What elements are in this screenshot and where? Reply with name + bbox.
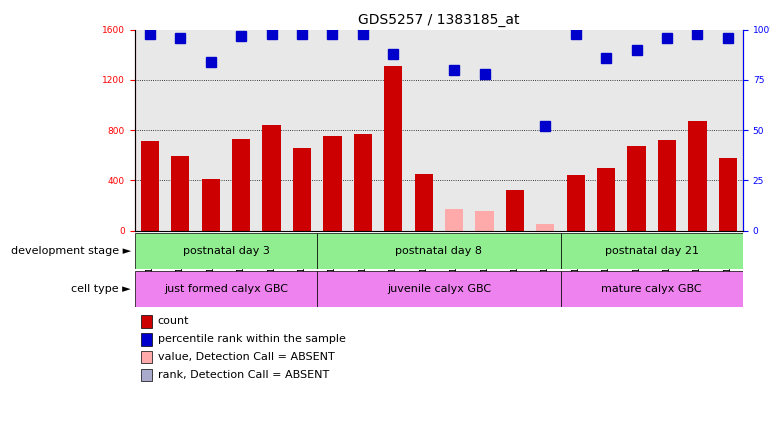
Bar: [135, 233, 317, 269]
Bar: [658, 140, 676, 231]
Text: just formed calyx GBC: just formed calyx GBC: [164, 284, 288, 294]
Text: development stage ►: development stage ►: [11, 246, 131, 255]
Bar: [202, 179, 220, 231]
Bar: [141, 315, 152, 327]
Text: percentile rank within the sample: percentile rank within the sample: [158, 334, 346, 344]
Title: GDS5257 / 1383185_at: GDS5257 / 1383185_at: [358, 13, 520, 27]
Bar: [141, 368, 152, 382]
Bar: [384, 66, 403, 231]
Bar: [718, 158, 737, 231]
Bar: [323, 136, 342, 231]
Bar: [317, 233, 561, 269]
Bar: [353, 134, 372, 231]
Bar: [263, 125, 281, 231]
Text: value, Detection Call = ABSENT: value, Detection Call = ABSENT: [158, 352, 335, 362]
Bar: [536, 224, 554, 231]
Bar: [597, 168, 615, 231]
Text: postnatal day 8: postnatal day 8: [396, 246, 482, 255]
Text: cell type ►: cell type ►: [72, 284, 131, 294]
Bar: [445, 209, 464, 231]
Bar: [141, 351, 152, 363]
Bar: [317, 271, 561, 307]
Text: count: count: [158, 316, 189, 326]
Bar: [135, 271, 317, 307]
Text: postnatal day 21: postnatal day 21: [604, 246, 699, 255]
Text: mature calyx GBC: mature calyx GBC: [601, 284, 702, 294]
Bar: [567, 175, 585, 231]
Text: postnatal day 3: postnatal day 3: [182, 246, 270, 255]
Bar: [171, 157, 189, 231]
Bar: [414, 174, 433, 231]
Bar: [293, 148, 311, 231]
Bar: [141, 141, 159, 231]
Bar: [475, 211, 494, 231]
Bar: [561, 271, 743, 307]
Text: juvenile calyx GBC: juvenile calyx GBC: [387, 284, 491, 294]
Bar: [506, 190, 524, 231]
Bar: [232, 139, 250, 231]
Text: rank, Detection Call = ABSENT: rank, Detection Call = ABSENT: [158, 370, 329, 380]
Bar: [561, 233, 743, 269]
Bar: [141, 332, 152, 346]
Bar: [688, 121, 707, 231]
Bar: [628, 146, 646, 231]
